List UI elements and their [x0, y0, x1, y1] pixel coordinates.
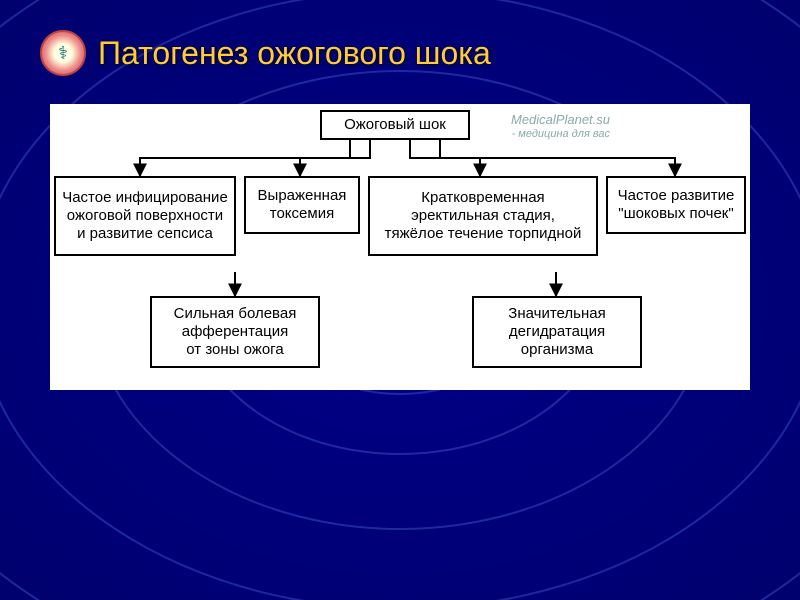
- node-dehydration: Значительнаядегидратацияорганизма: [472, 296, 642, 368]
- title-row: ⚕ Патогенез ожогового шока: [40, 30, 491, 76]
- logo-medallion: ⚕: [40, 30, 86, 76]
- slide-title: Патогенез ожогового шока: [98, 35, 491, 72]
- node-shock-kidneys: Частое развитие"шоковых почек": [606, 176, 746, 234]
- diagram-panel: MedicalPlanet.su - медицина для вас Ожог…: [50, 104, 750, 390]
- logo-glyph: ⚕: [58, 43, 68, 64]
- watermark-line1: MedicalPlanet.su: [511, 112, 610, 128]
- node-infection: Частое инфицированиеожоговой поверхности…: [54, 176, 236, 256]
- watermark: MedicalPlanet.su - медицина для вас: [511, 112, 610, 141]
- node-erectile-stage: Кратковременнаяэректильная стадия,тяжёло…: [368, 176, 598, 256]
- watermark-line2: - медицина для вас: [511, 128, 610, 141]
- node-root: Ожоговый шок: [320, 110, 470, 140]
- node-pain-afferent: Сильная болеваяафферентацияот зоны ожога: [150, 296, 320, 368]
- node-toxemia: Выраженнаятоксемия: [244, 176, 360, 234]
